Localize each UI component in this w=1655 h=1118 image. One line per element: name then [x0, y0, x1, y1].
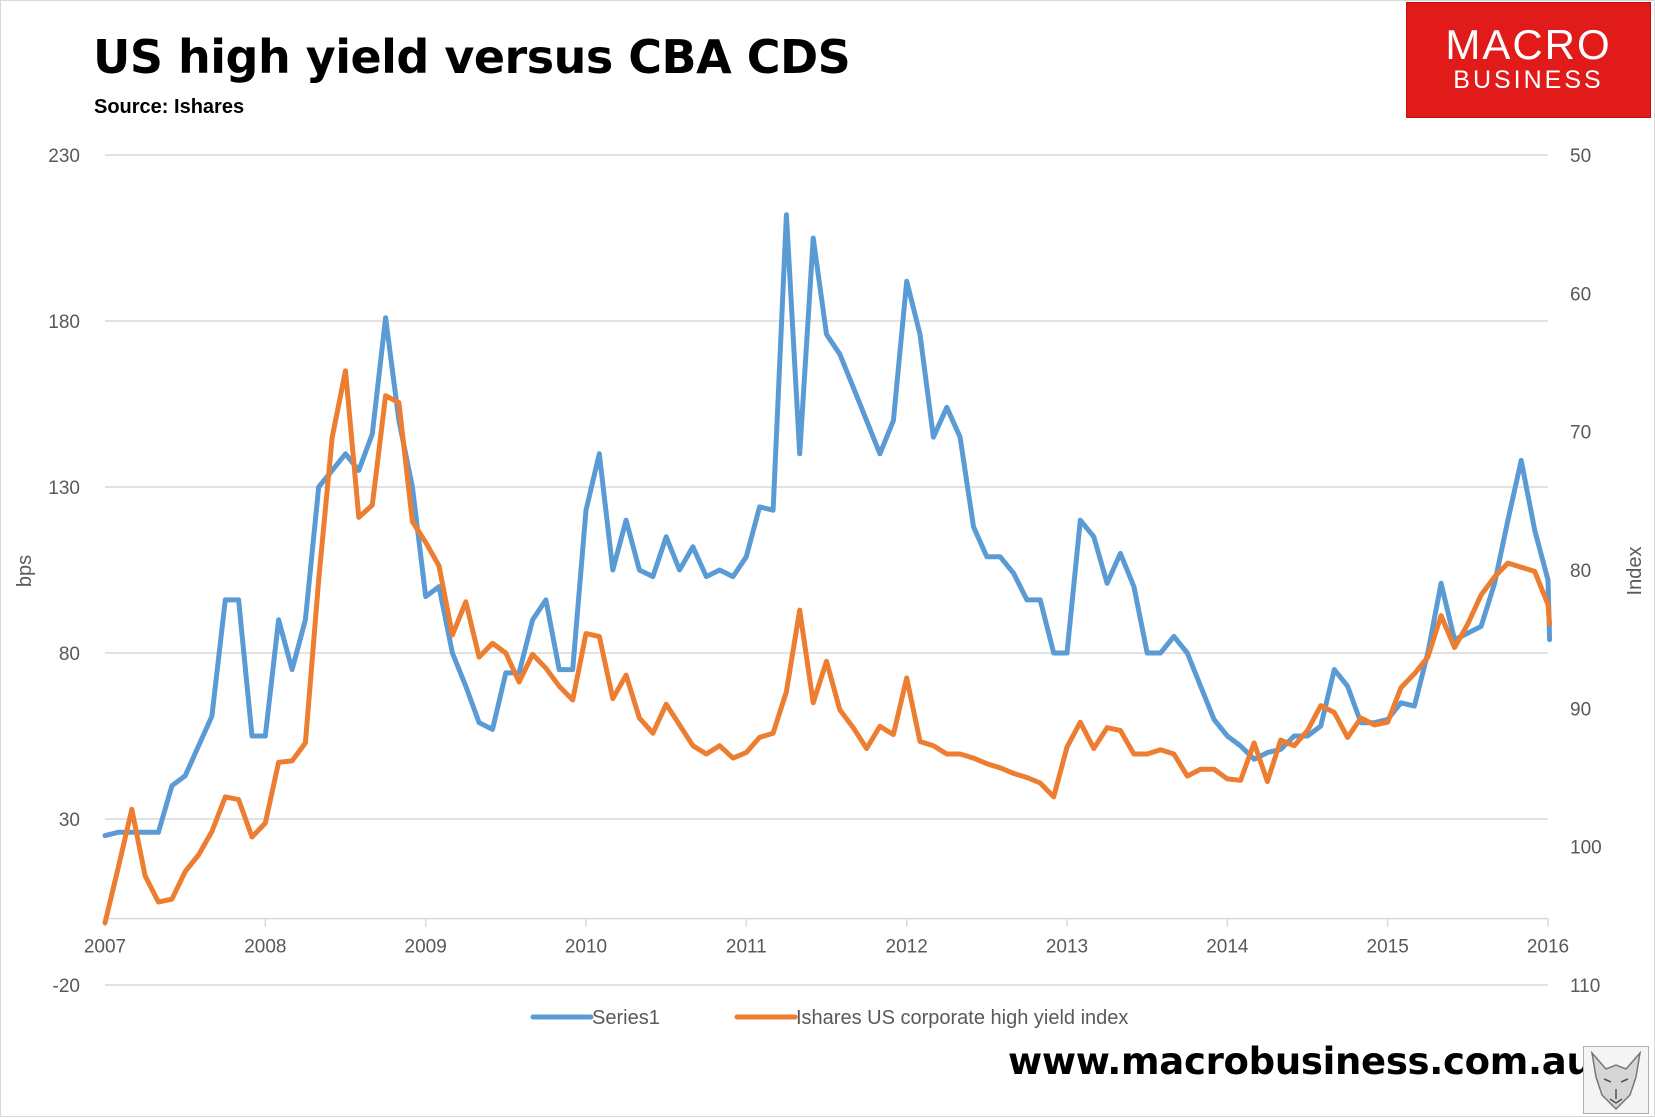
series1-line	[102, 212, 1553, 839]
right-y-axis-label: Index	[1624, 547, 1646, 596]
legend[interactable]: Series1 Ishares US corporate high yield …	[530, 1007, 1128, 1029]
wolf-icon	[1590, 1050, 1642, 1111]
right-tick-label: 70	[1570, 423, 1591, 444]
series-lines	[102, 212, 1553, 926]
left-y-axis-ticks: 230 180 130 80 30 -20	[48, 146, 80, 997]
left-tick-label: -20	[53, 976, 80, 997]
right-tick-label: 90	[1570, 699, 1591, 720]
left-y-axis-label: bps	[14, 555, 36, 587]
legend-label-ishares: Ishares US corporate high yield index	[796, 1007, 1128, 1029]
x-tick-label: 2007	[84, 937, 126, 958]
logo-line-2: BUSINESS	[1453, 66, 1604, 94]
left-tick-label: 30	[59, 810, 80, 831]
website-url[interactable]: www.macrobusiness.com.au	[1008, 1040, 1593, 1083]
legend-label-series1: Series1	[592, 1007, 660, 1029]
x-tick-label: 2008	[244, 937, 286, 958]
x-tick-label: 2014	[1206, 937, 1249, 958]
chart-subtitle: Source: Ishares	[94, 96, 245, 118]
right-tick-label: 80	[1570, 561, 1591, 582]
x-tick-label: 2016	[1527, 937, 1569, 958]
x-tick-label: 2013	[1046, 937, 1088, 958]
left-tick-label: 130	[48, 478, 80, 499]
left-tick-label: 80	[59, 644, 80, 665]
right-tick-label: 110	[1570, 976, 1600, 997]
logo-line-1: MACRO	[1445, 21, 1612, 68]
right-tick-label: 100	[1570, 838, 1602, 859]
wolf-logo	[1583, 1046, 1649, 1114]
right-tick-label: 50	[1570, 146, 1591, 167]
x-axis-ticks: 2007 2008 2009 2010 2011 2012 2013 2014 2015 2016	[84, 918, 1569, 958]
x-tick-label: 2015	[1367, 937, 1409, 958]
x-tick-label: 2009	[405, 937, 447, 958]
chart-title: US high yield versus CBA CDS	[93, 30, 851, 84]
x-tick-label: 2012	[886, 937, 928, 958]
left-tick-label: 230	[48, 146, 80, 167]
right-tick-label: 60	[1570, 284, 1591, 305]
x-tick-label: 2011	[726, 937, 767, 958]
left-tick-label: 180	[48, 312, 80, 333]
ishares-high-yield-line	[102, 368, 1553, 926]
x-tick-label: 2010	[565, 937, 607, 958]
macrobusiness-logo: MACRO BUSINESS	[1406, 2, 1651, 118]
right-y-axis-ticks: 50 60 70 80 90 100 110	[1570, 146, 1602, 997]
